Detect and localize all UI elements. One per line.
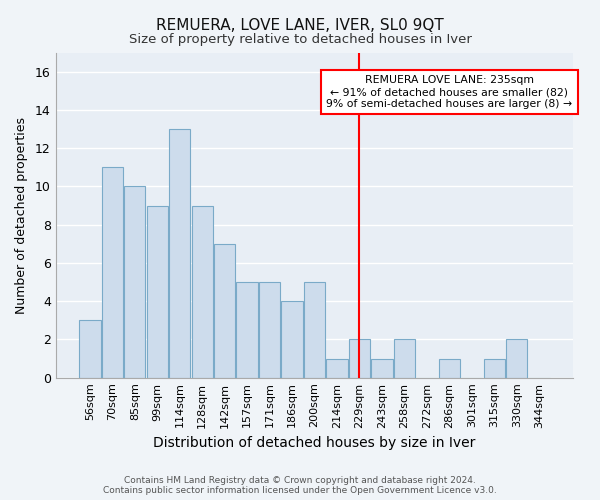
Text: REMUERA, LOVE LANE, IVER, SL0 9QT: REMUERA, LOVE LANE, IVER, SL0 9QT xyxy=(156,18,444,32)
Bar xyxy=(326,358,347,378)
Bar xyxy=(439,358,460,378)
X-axis label: Distribution of detached houses by size in Iver: Distribution of detached houses by size … xyxy=(154,436,476,450)
Text: Size of property relative to detached houses in Iver: Size of property relative to detached ho… xyxy=(128,32,472,46)
Bar xyxy=(281,301,303,378)
Bar xyxy=(214,244,235,378)
Bar xyxy=(191,206,213,378)
Bar xyxy=(349,340,370,378)
Bar xyxy=(169,129,190,378)
Bar xyxy=(394,340,415,378)
Bar xyxy=(259,282,280,378)
Text: Contains HM Land Registry data © Crown copyright and database right 2024.
Contai: Contains HM Land Registry data © Crown c… xyxy=(103,476,497,495)
Bar xyxy=(371,358,392,378)
Text: REMUERA LOVE LANE: 235sqm
← 91% of detached houses are smaller (82)
9% of semi-d: REMUERA LOVE LANE: 235sqm ← 91% of detac… xyxy=(326,76,572,108)
Bar xyxy=(236,282,258,378)
Bar xyxy=(124,186,145,378)
Bar xyxy=(146,206,168,378)
Y-axis label: Number of detached properties: Number of detached properties xyxy=(15,116,28,314)
Bar xyxy=(79,320,101,378)
Bar xyxy=(484,358,505,378)
Bar xyxy=(304,282,325,378)
Bar xyxy=(101,168,123,378)
Bar xyxy=(506,340,527,378)
